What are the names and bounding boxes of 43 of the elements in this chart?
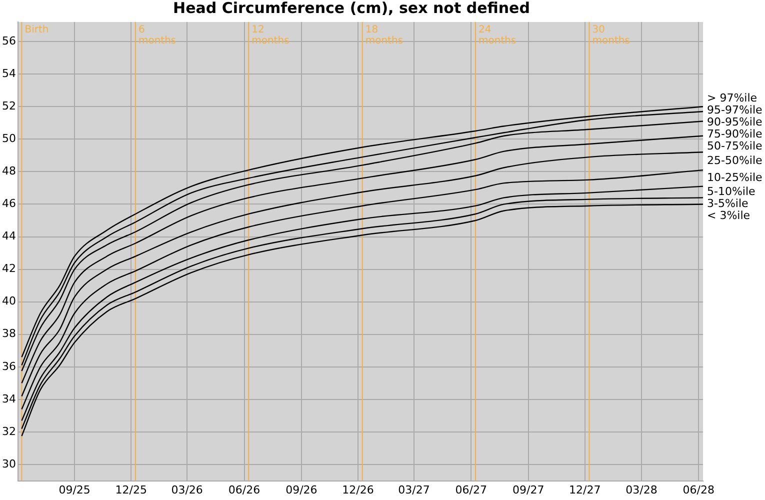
y-tick-label: 52 [2, 99, 16, 112]
text: > 97%ile [707, 91, 758, 104]
ref-line-label: 24 months [478, 24, 516, 47]
text: 3-5%ile [707, 196, 749, 210]
x-tick-label: 06/27 [455, 483, 487, 496]
chart-title: Head Circumference (cm), sex not defined [173, 0, 530, 17]
text: 5-10%ile [707, 184, 756, 198]
y-tick-label: 42 [2, 262, 16, 276]
ref-line-label: 12 months [252, 24, 290, 47]
text: 10-25%ile [707, 171, 763, 184]
text: 75-90%ile [707, 127, 763, 140]
x-tick-label: 12/25 [115, 483, 147, 496]
text: 25-50%ile [707, 154, 763, 167]
x-tick-label: 09/25 [58, 483, 90, 496]
y-tick-label: 56 [2, 34, 16, 48]
x-tick-label: 03/27 [398, 483, 430, 496]
x-tick-label: 06/26 [228, 483, 260, 496]
y-tick-label: 54 [2, 66, 16, 80]
text: 90-95%ile [707, 115, 763, 128]
y-tick-label: 50 [2, 132, 16, 145]
x-tick-label: 12/26 [342, 483, 374, 496]
y-tick-label: 38 [2, 327, 16, 340]
ref-line-label: Birth [24, 24, 49, 36]
y-tick-label: 44 [2, 230, 16, 243]
x-tick-label: 03/26 [171, 483, 203, 496]
x-tick-label: 06/28 [682, 483, 714, 496]
y-tick-label: 30 [2, 457, 16, 470]
text: 95-97%ile [707, 103, 763, 116]
y-tick-label: 40 [2, 294, 16, 308]
y-tick-label: 36 [2, 360, 16, 373]
x-tick-label: 09/27 [512, 483, 544, 496]
text: < 3%ile [707, 208, 750, 222]
y-tick-label: 34 [2, 392, 16, 406]
y-tick-label: 48 [2, 164, 16, 178]
x-tick-label: 09/26 [286, 483, 318, 496]
ref-line-label: 18 months [365, 24, 404, 47]
x-tick-label: 03/28 [626, 483, 658, 496]
ref-line-label: 6 months [138, 24, 176, 47]
y-tick-label: 46 [2, 197, 16, 210]
ref-line-label: 30 months [592, 24, 630, 47]
text: 50-75%ile [707, 139, 763, 152]
x-tick-label: 12/27 [569, 483, 601, 496]
y-tick-label: 32 [2, 424, 16, 438]
